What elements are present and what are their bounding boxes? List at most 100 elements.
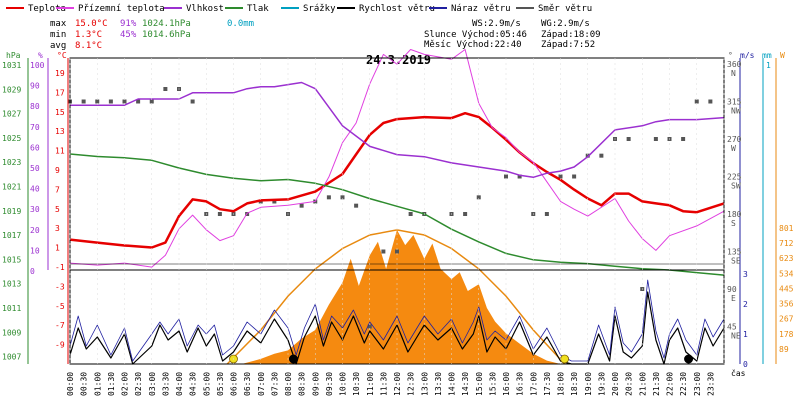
x-tick-label: 09:30 [325,372,334,396]
x-tick-label: 08:00 [284,372,293,396]
legend-item: Vlhkost [164,4,224,14]
x-tick-label: 15:00 [475,372,484,396]
temp-tick-label: 5 [55,205,60,214]
wind-direction-point [340,195,345,200]
wind-direction-point [95,99,100,104]
temp-tick-label: -5 [55,302,65,311]
hpa-tick-label: 1021 [2,183,21,192]
w-tick-label: 534 [779,269,794,278]
w-tick-label: 445 [779,284,794,293]
w-tick-label: 712 [779,239,794,248]
wind-direction-point [395,249,399,254]
x-tick-label: 23:30 [706,372,715,396]
x-tick-label: 23:00 [693,372,702,396]
dir-tick-label: 45 [727,323,737,332]
pct-tick-label: 20 [30,226,40,235]
w-tick-label: 623 [779,254,794,263]
x-tick-label: 17:30 [543,372,552,396]
hpa-tick-label: 1015 [2,255,21,264]
astro-moon-set: Západ:7:52 [541,40,595,50]
x-tick-label: 22:00 [666,372,675,396]
plot-area [68,49,725,365]
w-tick-label: 89 [779,345,789,354]
x-tick-label: 04:30 [189,372,198,396]
wind-direction-point [367,324,372,329]
wind-direction-point [190,99,195,104]
pct-tick-label: 50 [30,164,40,173]
temp-tick-label: 17 [55,88,65,97]
ms-tick-label: 0 [743,360,748,369]
moon-marker [288,354,298,364]
x-tick-label: 05:30 [216,372,225,396]
hpa-tick-label: 1029 [2,85,21,94]
legend-label: Přízemní teplota [78,4,165,14]
dir-tick-label: 135 [727,248,742,257]
legend-label: Teplota [28,4,66,14]
hpa-tick-label: 1023 [2,158,21,167]
legend-label: Tlak [247,4,269,14]
wind-direction-point [272,199,277,204]
x-tick-label: 15:30 [488,372,497,396]
dir-compass-label: S [731,219,736,228]
temp-tick-label: -9 [55,341,65,350]
wind-direction-point [504,174,508,179]
x-tick-label: 00:00 [66,372,75,396]
temp-tick-label: -1 [55,263,65,272]
temp-tick-label: -7 [55,321,65,330]
x-tick-label: 02:30 [134,372,143,396]
unit-w: W [780,51,785,60]
series-line-teplota [69,111,725,249]
wind-direction-point [585,153,590,158]
wind-direction-point [217,212,222,216]
astro-moon: Měsíc Východ:22:40 [424,40,522,50]
x-tick-label: 02:00 [121,372,130,396]
legend-item: Rychlost větru [337,4,435,14]
wind-direction-point [544,212,549,216]
wind-direction-point [108,99,113,104]
dir-tick-label: 315 [727,98,742,107]
x-tick-label: 12:00 [393,372,402,396]
wind-direction-point [694,99,699,104]
wind-direction-point [708,99,713,104]
axes: 1031102910271025102310211019101710151013… [2,57,794,396]
x-tick-label: 10:00 [339,372,348,396]
hpa-tick-label: 1031 [2,61,21,70]
wind-direction-point [599,153,604,158]
ms-tick-label: 3 [743,270,748,279]
x-tick-label: 12:30 [407,372,416,396]
series-line-rychlost-větru [69,291,725,365]
x-tick-label: 01:30 [107,372,116,396]
stat-min-press: 1014.6hPa [142,30,191,40]
x-tick-label: 04:00 [175,372,184,396]
pct-tick-label: 40 [30,185,40,194]
legend-item: Srážky [281,4,336,14]
temp-tick-label: 11 [55,147,65,156]
stat-min-label: min [50,30,66,40]
unit-deg: ° [728,51,733,60]
hpa-tick-label: 1007 [2,353,21,362]
stats-block: max 15.0°C 91% 1024.1hPa 0.0mm min 1.3°C… [50,19,254,51]
astro-sun: Slunce Východ:05:46 [424,30,527,40]
wind-direction-point [81,99,86,104]
hpa-tick-label: 1017 [2,231,21,240]
x-tick-label: 03:30 [161,372,170,396]
stat-max-hum: 91% [120,19,137,29]
ms-tick-label: 1 [743,330,748,339]
legend-label: Vlhkost [186,4,224,14]
x-tick-label: 22:30 [679,372,688,396]
astro-sun-set: Západ:18:09 [541,30,601,40]
temp-tick-label: 7 [55,185,60,194]
stat-max-rain: 0.0mm [227,19,254,29]
legend-label: Směr větru [538,4,592,14]
wind-direction-point [122,99,127,104]
temp-tick-label: 13 [55,127,65,136]
w-tick-label: 178 [779,330,794,339]
pct-tick-label: 0 [30,267,35,276]
unit-pct: % [38,51,43,60]
sun-marker [560,354,569,364]
legend-label: Rychlost větru [359,4,435,14]
dir-tick-label: 270 [727,135,742,144]
moon-marker [684,354,694,364]
x-tick-label: 05:00 [202,372,211,396]
wind-direction-point [408,212,413,216]
